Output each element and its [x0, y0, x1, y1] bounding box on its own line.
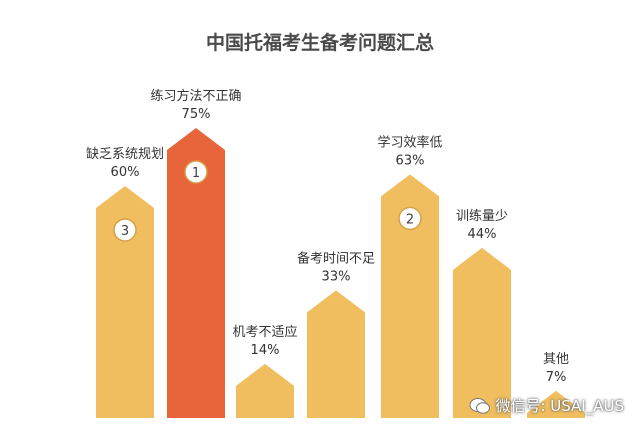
rank-label-2: 1: [192, 166, 200, 181]
bar-6: [453, 247, 511, 418]
category-label-5: 学习效率低: [377, 134, 442, 150]
category-label-2: 练习方法不正确: [150, 88, 241, 104]
bar-1: [96, 185, 154, 418]
chart-title: 中国托福考生备考问题汇总: [205, 32, 434, 54]
rank-badge-2: [184, 160, 208, 184]
watermark: 微信号: USAI_AUS: [469, 395, 624, 416]
category-label-7: 其他: [543, 352, 569, 367]
rank-badge-1: [113, 218, 137, 242]
category-label-4: 备考时间不足: [297, 250, 375, 266]
wechat-icon: [469, 397, 491, 414]
rank-badge-5: [398, 206, 422, 231]
value-label-3: 14%: [251, 343, 280, 358]
bar-7: [527, 390, 585, 418]
value-label-6: 44%: [468, 227, 497, 242]
value-label-4: 33%: [322, 269, 351, 284]
value-label-2: 75%: [182, 107, 211, 122]
bar-2: [167, 127, 225, 418]
value-label-7: 7%: [546, 370, 567, 385]
bar-3: [236, 363, 294, 418]
rank-label-1: 3: [121, 224, 129, 239]
bar-5: [381, 174, 439, 418]
value-label-1: 60%: [111, 165, 140, 180]
category-label-1: 缺乏系统规划: [86, 147, 164, 162]
bar-4: [307, 290, 365, 418]
category-label-6: 训练量少: [456, 209, 508, 224]
rank-label-5: 2: [406, 212, 414, 227]
value-label-5: 63%: [396, 153, 425, 168]
watermark-text: 微信号: USAI_AUS: [495, 397, 624, 415]
category-label-3: 机考不适应: [232, 324, 297, 340]
